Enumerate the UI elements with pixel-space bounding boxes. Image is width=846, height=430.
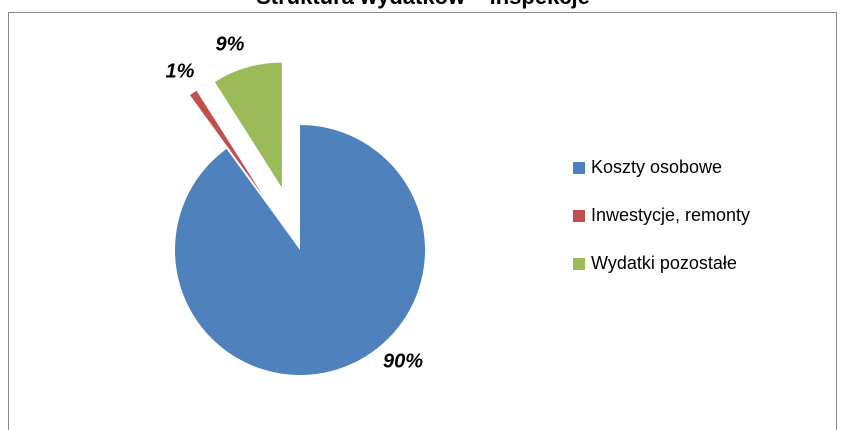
legend-swatch (573, 258, 585, 270)
value-label: 1% (166, 60, 195, 82)
pie-slice (214, 62, 282, 188)
value-label: 9% (216, 33, 245, 55)
chart-frame (8, 12, 837, 430)
value-label: 90% (383, 350, 423, 372)
legend-label: Inwestycje, remonty (591, 205, 750, 225)
legend-label: Wydatki pozostałe (591, 253, 737, 273)
pie-slice (189, 90, 264, 197)
chart-title: Struktura wydatków – inspekcje (256, 0, 590, 9)
legend-swatch (573, 210, 585, 222)
legend-label: Koszty osobowe (591, 157, 722, 177)
pie-slice (174, 125, 426, 375)
legend-swatch (573, 162, 585, 174)
